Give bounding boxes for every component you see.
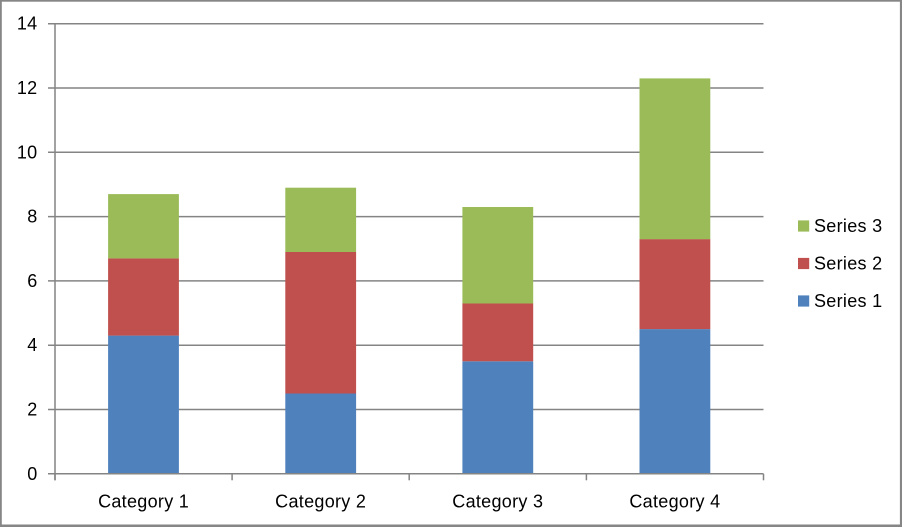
svg-text:8: 8 <box>27 207 37 227</box>
svg-text:6: 6 <box>27 271 37 291</box>
svg-text:Series 2: Series 2 <box>814 254 882 274</box>
svg-text:Category 4: Category 4 <box>629 492 720 512</box>
svg-text:14: 14 <box>17 14 38 34</box>
svg-text:0: 0 <box>27 464 37 484</box>
svg-text:Series 1: Series 1 <box>814 291 882 311</box>
svg-text:2: 2 <box>27 400 37 420</box>
svg-text:4: 4 <box>27 335 37 355</box>
svg-text:12: 12 <box>17 78 38 98</box>
svg-text:10: 10 <box>17 142 38 162</box>
svg-text:Category 2: Category 2 <box>275 492 366 512</box>
svg-text:Series 3: Series 3 <box>814 216 882 236</box>
svg-text:Category 3: Category 3 <box>452 492 543 512</box>
svg-text:Category 1: Category 1 <box>98 492 189 512</box>
